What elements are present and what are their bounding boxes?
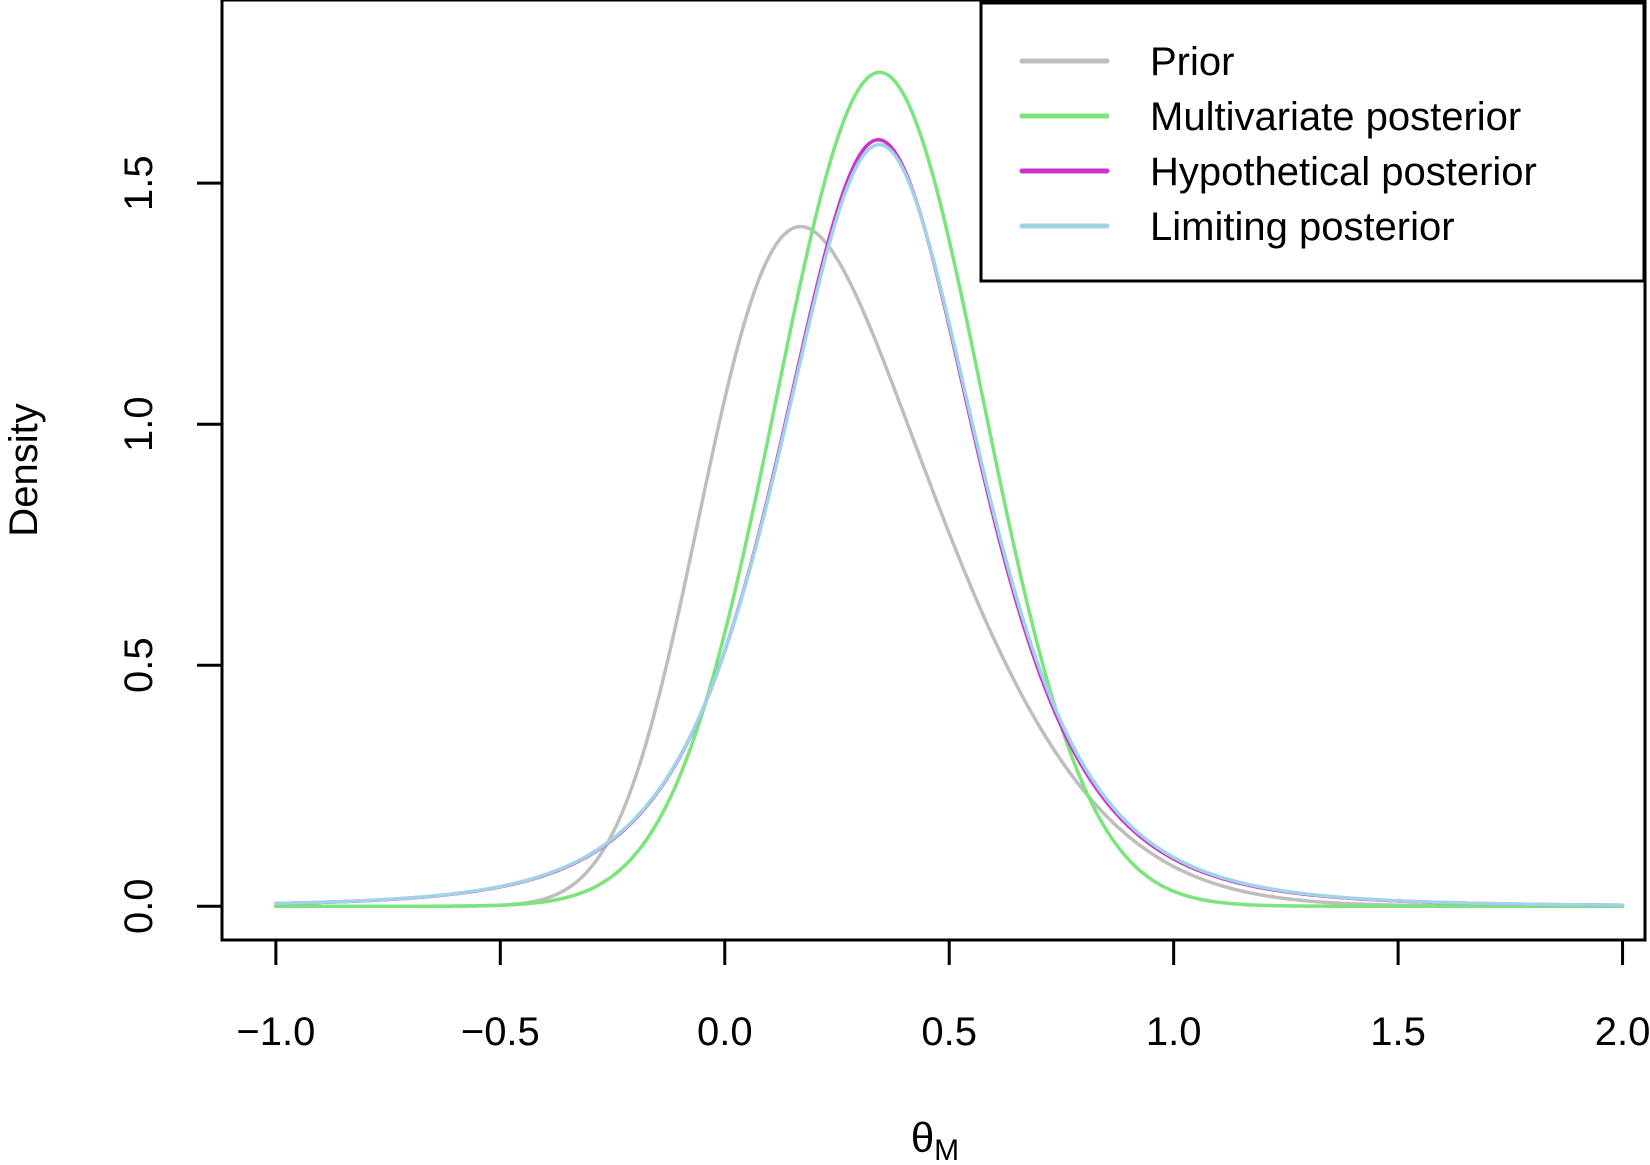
x-tick-label: 2.0: [1595, 1010, 1650, 1054]
series-line-multivariate-posterior: [274, 70, 1625, 909]
legend-box: [979, 1, 1646, 283]
series-line-limiting-posterior: [274, 142, 1625, 907]
x-axis: −1.0 −0.5 0.0 0.5 1.0 1.5 2.0: [236, 938, 1650, 1054]
legend-label: Multivariate posterior: [1150, 95, 1521, 139]
legend-label: Prior: [1150, 40, 1234, 84]
x-tick-label: 0.5: [921, 1010, 977, 1054]
x-axis-title-subscript: M: [934, 1134, 959, 1165]
legend-label: Hypothetical posterior: [1150, 150, 1537, 194]
y-axis-title: Density: [2, 403, 46, 536]
x-axis-title: θM: [911, 1114, 959, 1165]
y-axis: 0.0 0.5 1.0 1.5: [117, 155, 224, 934]
x-tick-label: 0.0: [697, 1010, 753, 1054]
x-tick-label: −1.0: [236, 1010, 315, 1054]
y-tick-label: 0.0: [117, 878, 161, 934]
curves-group: [274, 70, 1625, 909]
x-axis-title-symbol: θ: [911, 1114, 934, 1161]
legend-label: Limiting posterior: [1150, 205, 1455, 249]
y-tick-label: 0.5: [117, 637, 161, 693]
x-tick-label: −0.5: [461, 1010, 540, 1054]
y-tick-label: 1.0: [117, 396, 161, 452]
x-tick-label: 1.5: [1370, 1010, 1426, 1054]
x-tick-label: 1.0: [1146, 1010, 1202, 1054]
y-tick-label: 1.5: [117, 155, 161, 211]
legend: Prior Multivariate posterior Hypothetical …: [979, 1, 1646, 283]
